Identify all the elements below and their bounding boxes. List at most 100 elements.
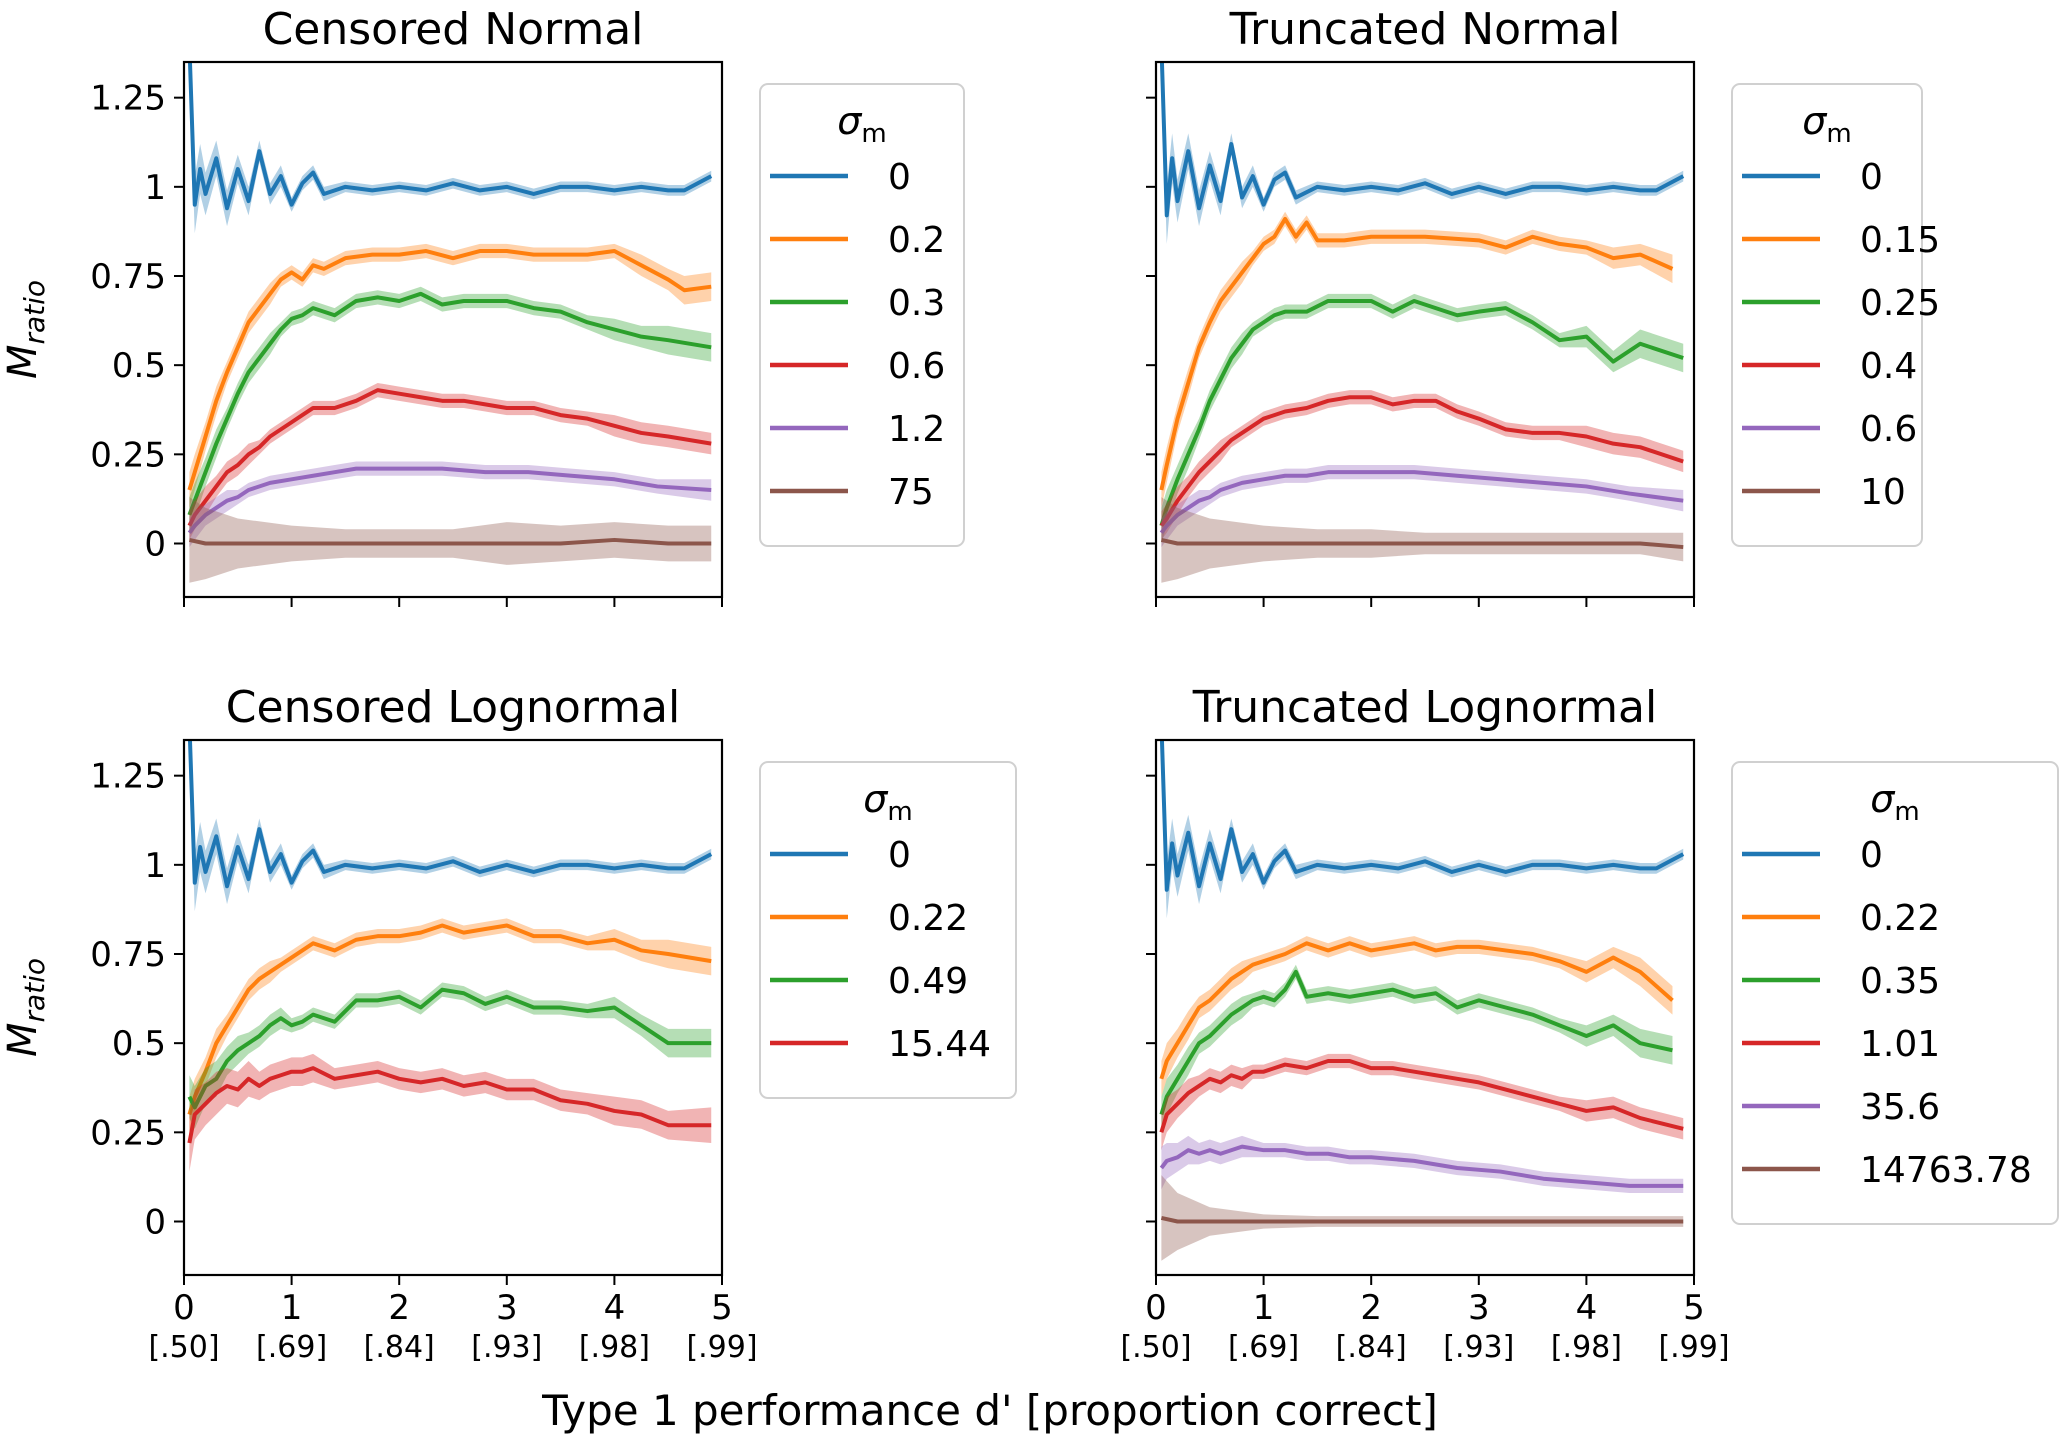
legend-box bbox=[759, 83, 965, 547]
legend-title: σm bbox=[1802, 99, 1851, 149]
panel-title: Censored Normal bbox=[263, 4, 644, 55]
x-tick-label: 0 bbox=[173, 1288, 195, 1328]
x-pc-label: [.84] bbox=[364, 1330, 435, 1365]
x-pc-label: [.98] bbox=[579, 1330, 650, 1365]
y-tick-label: 0.25 bbox=[90, 435, 166, 475]
series-band-3 bbox=[189, 1053, 712, 1172]
legend-entry: 0.22 bbox=[1860, 898, 1940, 939]
legend-entry: 0 bbox=[888, 157, 911, 198]
series-band-5 bbox=[189, 497, 712, 583]
panel-1: Truncated Normal σm0 0.15 0.25 0.4 0.6 10 bbox=[1146, 4, 1940, 607]
figure-x-label: Type 1 performance d' [proportion correc… bbox=[541, 1386, 1438, 1435]
series-band-3 bbox=[189, 383, 712, 540]
series-band-2 bbox=[1161, 293, 1684, 544]
x-tick-label: 2 bbox=[388, 1288, 410, 1328]
series-band-1 bbox=[189, 918, 712, 1133]
panel-title: Truncated Normal bbox=[1229, 4, 1621, 55]
series-line-3 bbox=[1159, 1059, 1684, 1133]
series-line-2 bbox=[187, 987, 712, 1110]
legend-entry: 0.35 bbox=[1860, 961, 1940, 1002]
panel-0: Censored Normal00.250.50.7511.25σm00.20.… bbox=[90, 4, 965, 607]
series-group bbox=[1159, 62, 1685, 583]
series-line-1 bbox=[187, 249, 712, 491]
series-line-1 bbox=[1159, 216, 1674, 491]
legend-entry: 0.2 bbox=[888, 220, 945, 261]
legend-entry: 0.49 bbox=[888, 961, 968, 1002]
x-pc-label: [.50] bbox=[1120, 1330, 1191, 1365]
series-band-5 bbox=[1161, 1175, 1684, 1261]
x-tick-label: 1 bbox=[281, 1288, 303, 1328]
y-axis-labels: Mratio Mratio bbox=[0, 280, 51, 1057]
series-line-2 bbox=[1159, 298, 1684, 527]
series-group bbox=[1159, 740, 1685, 1261]
legend-entry: 0.25 bbox=[1860, 283, 1940, 324]
x-pc-label: [.69] bbox=[1228, 1330, 1299, 1365]
series-band-1 bbox=[189, 243, 712, 508]
legend: σm0 0.2 0.3 0.6 1.2 75 bbox=[759, 83, 965, 547]
x-tick-label: 4 bbox=[1576, 1288, 1598, 1328]
x-pc-label: [.99] bbox=[1658, 1330, 1729, 1365]
x-tick-label: 5 bbox=[1683, 1288, 1705, 1328]
x-pc-label: [.93] bbox=[1443, 1330, 1514, 1365]
series-line-0 bbox=[187, 62, 713, 211]
legend-entry: 0.4 bbox=[1860, 346, 1917, 387]
series-line-5 bbox=[1160, 1215, 1684, 1224]
x-pc-label: [.50] bbox=[148, 1330, 219, 1365]
panel-2: Censored Lognormal00.250.50.7511.250[.50… bbox=[90, 682, 1017, 1365]
y-tick-label: 1.25 bbox=[90, 757, 166, 797]
series-band-1 bbox=[1161, 936, 1673, 1097]
y-axis-label: Mratio bbox=[0, 958, 51, 1057]
x-pc-label: [.69] bbox=[256, 1330, 327, 1365]
series-band-0 bbox=[189, 62, 712, 234]
series-line-0 bbox=[1159, 62, 1685, 218]
series-line-0 bbox=[187, 740, 713, 889]
panel-title: Truncated Lognormal bbox=[1192, 682, 1657, 733]
series-band-3 bbox=[1161, 390, 1684, 540]
legend-entry: 15.44 bbox=[888, 1024, 991, 1065]
legend-entry: 0.3 bbox=[888, 283, 945, 324]
y-tick-label: 1.25 bbox=[90, 79, 166, 119]
x-tick-label: 3 bbox=[1468, 1288, 1490, 1328]
legend-box bbox=[1731, 83, 1923, 547]
legend-entry: 0.15 bbox=[1860, 220, 1940, 261]
series-line-2 bbox=[187, 291, 712, 516]
y-tick-label: 1 bbox=[144, 846, 166, 886]
legend: σm 0 0.22 0.49 15.44 bbox=[759, 761, 1017, 1099]
plot-frame bbox=[1154, 60, 1696, 599]
series-line-0 bbox=[1159, 740, 1685, 892]
series-band-3 bbox=[1161, 1053, 1684, 1151]
y-tick-label: 1 bbox=[144, 168, 166, 208]
series-line-5 bbox=[1160, 537, 1684, 550]
legend-entry: 75 bbox=[888, 472, 934, 513]
legend-entry: 0 bbox=[1860, 835, 1883, 876]
series-line-3 bbox=[1159, 395, 1684, 527]
legend-title: σm bbox=[863, 777, 912, 827]
legend-entry: 0.6 bbox=[888, 346, 945, 387]
x-pc-label: [.84] bbox=[1336, 1330, 1407, 1365]
legend: σm0 0.15 0.25 0.4 0.6 10 bbox=[1731, 83, 1940, 547]
y-tick-label: 0.5 bbox=[112, 346, 166, 386]
series-line-2 bbox=[1159, 969, 1673, 1116]
legend-box bbox=[759, 761, 1017, 1099]
x-tick-label: 5 bbox=[711, 1288, 733, 1328]
x-pc-label: [.98] bbox=[1551, 1330, 1622, 1365]
series-band-1 bbox=[1161, 211, 1673, 508]
legend-title: σm bbox=[837, 99, 886, 149]
series-line-4 bbox=[1159, 470, 1684, 535]
series-band-2 bbox=[189, 982, 712, 1129]
series-line-1 bbox=[187, 923, 712, 1116]
x-tick-label: 4 bbox=[604, 1288, 626, 1328]
legend-entry: 35.6 bbox=[1860, 1087, 1940, 1128]
series-line-3 bbox=[187, 388, 712, 527]
x-pc-label: [.93] bbox=[471, 1330, 542, 1365]
series-line-5 bbox=[188, 537, 712, 546]
plot-frame bbox=[182, 738, 724, 1277]
x-tick-label: 1 bbox=[1253, 1288, 1275, 1328]
series-group bbox=[187, 62, 713, 583]
legend-entry: 0 bbox=[1860, 157, 1883, 198]
plot-frame bbox=[1154, 738, 1696, 1277]
legend-entry: 1.2 bbox=[888, 409, 945, 450]
legend-title: σm bbox=[1870, 777, 1919, 827]
panels: Censored Normal00.250.50.7511.25σm00.20.… bbox=[90, 4, 2059, 1365]
